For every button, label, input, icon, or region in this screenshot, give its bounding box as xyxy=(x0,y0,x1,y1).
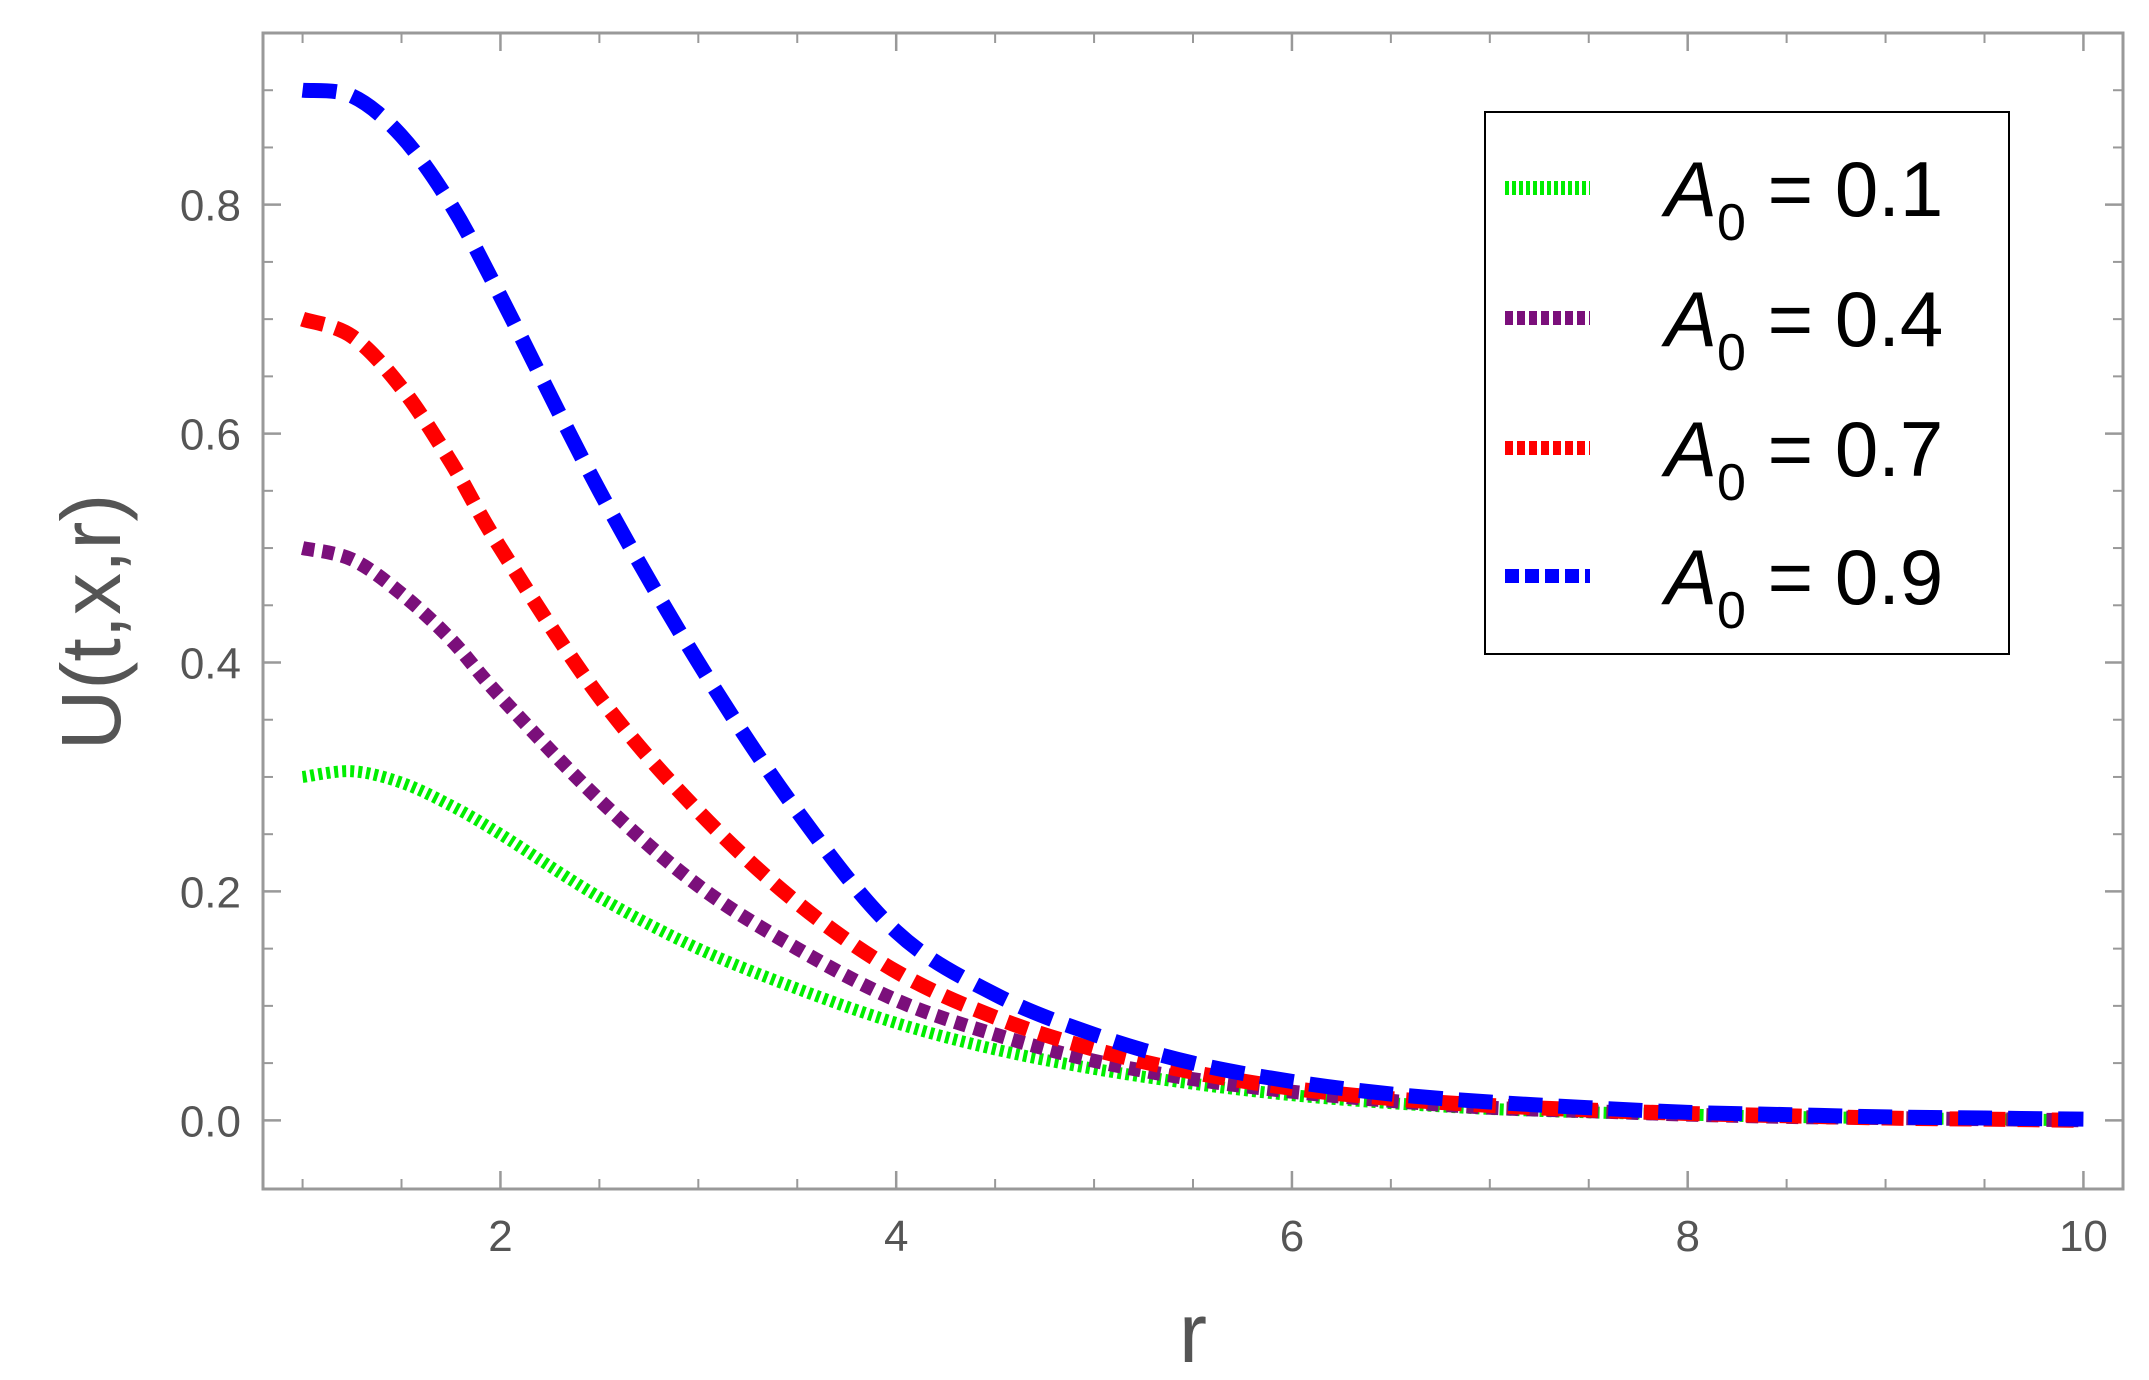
y-axis-title: U(t,x,r) xyxy=(44,494,138,751)
series-lines xyxy=(300,82,2084,1128)
y-tick-label: 0.6 xyxy=(180,411,241,460)
x-tick-label: 8 xyxy=(1675,1212,1699,1261)
x-axis-title: r xyxy=(1179,1286,1207,1380)
y-tick-label: 0.0 xyxy=(180,1097,241,1146)
series-line-3 xyxy=(300,311,2084,1128)
x-tick-label: 10 xyxy=(2059,1212,2108,1261)
y-tick-label: 0.2 xyxy=(180,868,241,917)
legend: A0 = 0.1 A0 = 0.4 A0 = 0.7 A0 = 0.9 xyxy=(1484,111,2010,655)
legend-label: A0 = 0.4 xyxy=(1661,275,1943,382)
y-tick-label: 0.8 xyxy=(180,182,241,231)
x-tick-label: 2 xyxy=(488,1212,512,1261)
x-tick-label: 6 xyxy=(1280,1212,1304,1261)
legend-label: A0 = 0.1 xyxy=(1661,145,1943,252)
series-line-4 xyxy=(301,82,2084,1127)
axis-ticks: 2 4 6 8 10 0.0 0.2 0.4 0.6 0.8 xyxy=(180,33,2123,1261)
legend-label: A0 = 0.9 xyxy=(1661,533,1943,640)
legend-label: A0 = 0.7 xyxy=(1661,405,1943,512)
x-tick-label: 4 xyxy=(884,1212,908,1261)
y-tick-label: 0.4 xyxy=(180,640,241,689)
legend-box xyxy=(1484,111,2010,655)
